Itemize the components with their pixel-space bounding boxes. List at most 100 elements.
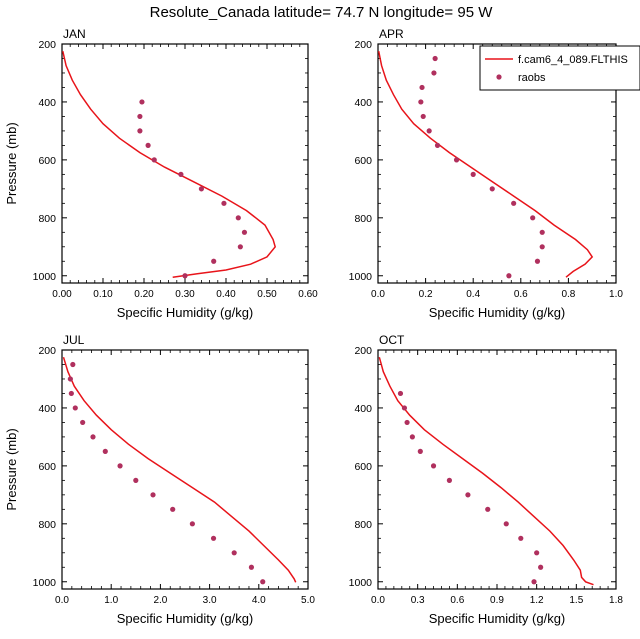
y-tick-label: 400 (38, 97, 56, 109)
legend-label-raobs: raobs (518, 72, 546, 84)
panel-jan: 0.00 0.10 0.20 0.30 0.40 0.50 0.60 200 400 600 800… (4, 27, 318, 320)
x-tick-label: 0.8 (561, 289, 575, 300)
raob-point (420, 113, 426, 120)
x-tick-label: 4.0 (252, 595, 266, 606)
raob-point (182, 273, 188, 279)
raob-point (68, 390, 74, 397)
raob-point (72, 405, 78, 411)
panel-label: JUL (63, 333, 85, 347)
y-tick-label: 400 (354, 97, 372, 109)
x-tick-label: 0.50 (257, 289, 277, 300)
raob-point (401, 405, 408, 411)
data-area (378, 51, 594, 279)
data-area (62, 51, 277, 279)
raob-point (485, 506, 491, 512)
x-tick-label: 0.20 (134, 289, 154, 300)
raob-point (539, 229, 545, 235)
raob-point (534, 550, 540, 556)
x-axis-label: Specific Humidity (g/kg) (117, 305, 254, 320)
x-tick-label: 0.10 (93, 289, 113, 300)
raob-point (465, 492, 471, 498)
raob-point (80, 419, 86, 426)
figure-title: Resolute_Canada latitude= 74.7 N longitu… (150, 4, 494, 21)
raob-point (506, 273, 512, 279)
y-tick-label: 1000 (349, 271, 373, 283)
panel-oct: 0.0 0.3 0.6 0.9 1.2 1.5 1.8 200 400 600 800 1000 OCT… (349, 333, 624, 626)
raob-point (453, 157, 460, 163)
raob-point (470, 171, 476, 177)
raob-point (539, 244, 545, 250)
panel-apr: 0.0 0.2 0.4 0.6 0.8 1.0 200 400 600 800 1000 APR Spe… (349, 27, 640, 320)
raob-point (434, 142, 441, 148)
y-tick-label: 400 (354, 403, 372, 415)
x-tick-label: 0.00 (52, 289, 72, 300)
x-tick-label: 0.0 (55, 595, 69, 606)
x-tick-label: 1.2 (530, 595, 544, 606)
y-tick-label: 400 (38, 403, 56, 415)
raob-point (419, 84, 425, 91)
panels-group: 0.00 0.10 0.20 0.30 0.40 0.50 0.60 200 400 600 800… (4, 27, 640, 626)
y-tick-label: 200 (38, 39, 56, 51)
y-axis-label: Pressure (mb) (4, 428, 19, 510)
y-tick-label: 200 (354, 345, 372, 357)
raob-point (538, 564, 544, 570)
raob-point (417, 448, 423, 454)
legend-point-swatch (496, 74, 502, 80)
raob-point (404, 419, 410, 426)
raob-point (530, 215, 536, 221)
raob-point (133, 477, 139, 483)
raob-point (248, 564, 255, 570)
x-tick-label: 0.0 (371, 595, 385, 606)
x-tick-label: 0.9 (490, 595, 504, 606)
raob-point (211, 258, 217, 264)
y-tick-label: 1000 (349, 577, 373, 589)
x-tick-label: 0.60 (298, 289, 318, 300)
y-tick-label: 200 (38, 345, 56, 357)
x-tick-label: 1.0 (104, 595, 118, 606)
raob-point (518, 535, 524, 541)
y-tick-label: 1000 (33, 577, 57, 589)
x-tick-label: 1.5 (569, 595, 583, 606)
y-tick-label: 800 (354, 519, 372, 531)
raob-point (67, 376, 73, 382)
data-area (378, 357, 594, 586)
panel-label: APR (379, 27, 404, 41)
raob-point (418, 99, 424, 105)
x-tick-label: 2.0 (153, 595, 167, 606)
raob-point (102, 448, 108, 454)
y-tick-label: 600 (38, 461, 56, 473)
y-tick-label: 200 (354, 39, 372, 51)
x-tick-label: 0.3 (411, 595, 425, 606)
x-axis-label: Specific Humidity (g/kg) (429, 305, 566, 320)
plot-frame (377, 43, 617, 284)
raob-point (531, 579, 537, 585)
y-tick-label: 800 (354, 213, 372, 225)
raob-point (430, 463, 437, 469)
data-area (62, 356, 297, 585)
x-tick-label: 0.4 (466, 289, 480, 300)
raob-point (241, 229, 248, 235)
plot-frame (377, 349, 617, 590)
model-line (62, 51, 277, 278)
y-tick-label: 600 (38, 155, 56, 167)
raob-point (178, 171, 184, 177)
raob-point (139, 99, 145, 105)
raob-point (409, 434, 415, 440)
raob-point (431, 70, 437, 76)
raob-point (70, 361, 76, 368)
x-tick-label: 0.30 (175, 289, 195, 300)
x-axis-label: Specific Humidity (g/kg) (429, 611, 566, 626)
y-tick-label: 600 (354, 461, 372, 473)
raob-point (170, 506, 176, 512)
x-tick-label: 5.0 (301, 595, 315, 606)
raob-point (446, 477, 452, 483)
raob-point (397, 390, 404, 397)
x-tick-label: 1.8 (609, 595, 623, 606)
raob-point (151, 157, 157, 163)
y-tick-label: 800 (38, 213, 56, 225)
raob-point (150, 492, 156, 498)
y-tick-label: 1000 (33, 271, 57, 283)
y-axis-label: Pressure (mb) (4, 122, 19, 204)
plot-frame (61, 43, 309, 284)
